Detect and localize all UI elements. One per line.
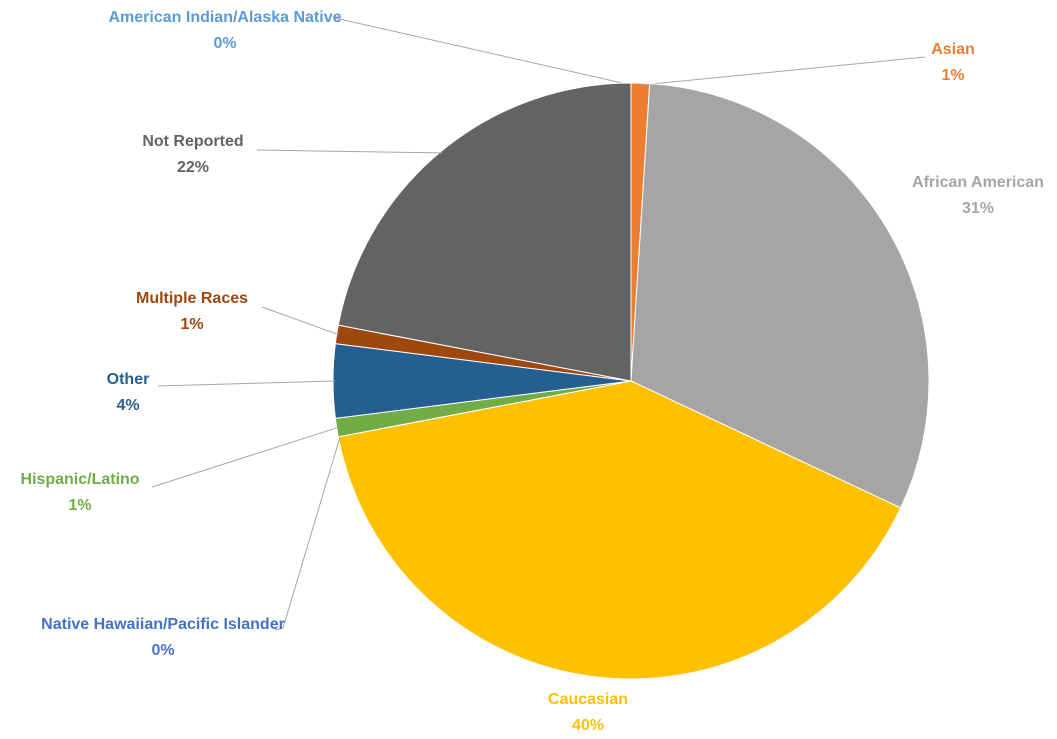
value-label: 1%: [941, 67, 965, 84]
data-label: Native Hawaiian/Pacific Islander 0%: [38, 612, 288, 664]
category-label: Not Reported: [142, 133, 244, 150]
value-label: 31%: [961, 200, 995, 217]
leader-line: [640, 56, 926, 86]
category-label: Other: [106, 371, 150, 388]
leader-line: [274, 436, 341, 631]
value-label: 1%: [180, 316, 204, 333]
leader-line: [157, 380, 336, 387]
pie-slice: [337, 380, 902, 680]
data-label: African American 31%: [893, 170, 1057, 222]
pie-slice: [337, 82, 632, 382]
data-label: American Indian/Alaska Native 0%: [105, 5, 345, 57]
value-label: 40%: [571, 717, 605, 734]
category-label: Hispanic/Latino: [20, 471, 140, 488]
value-label: 0%: [151, 642, 175, 659]
leader-line: [151, 426, 339, 488]
value-label: 1%: [68, 497, 92, 514]
value-label: 4%: [116, 397, 140, 414]
value-label: 22%: [176, 159, 210, 176]
data-label: Caucasian 40%: [508, 687, 668, 739]
leader-line: [261, 306, 339, 336]
data-label: Multiple Races 1%: [112, 286, 272, 338]
data-label: Hispanic/Latino 1%: [0, 467, 160, 519]
data-label: Other 4%: [78, 367, 178, 419]
category-label: Multiple Races: [135, 290, 249, 307]
leader-line: [256, 149, 443, 154]
category-label: African American: [912, 174, 1044, 191]
data-label: Not Reported 22%: [118, 129, 268, 181]
category-label: Native Hawaiian/Pacific Islander: [41, 616, 285, 633]
category-label: Caucasian: [547, 691, 629, 708]
category-label: Asian: [931, 41, 975, 58]
value-label: 0%: [213, 35, 237, 52]
pie-slice: [630, 83, 930, 509]
data-label: Asian 1%: [893, 37, 1013, 89]
leader-line: [334, 17, 632, 86]
category-label: American Indian/Alaska Native: [108, 9, 342, 26]
